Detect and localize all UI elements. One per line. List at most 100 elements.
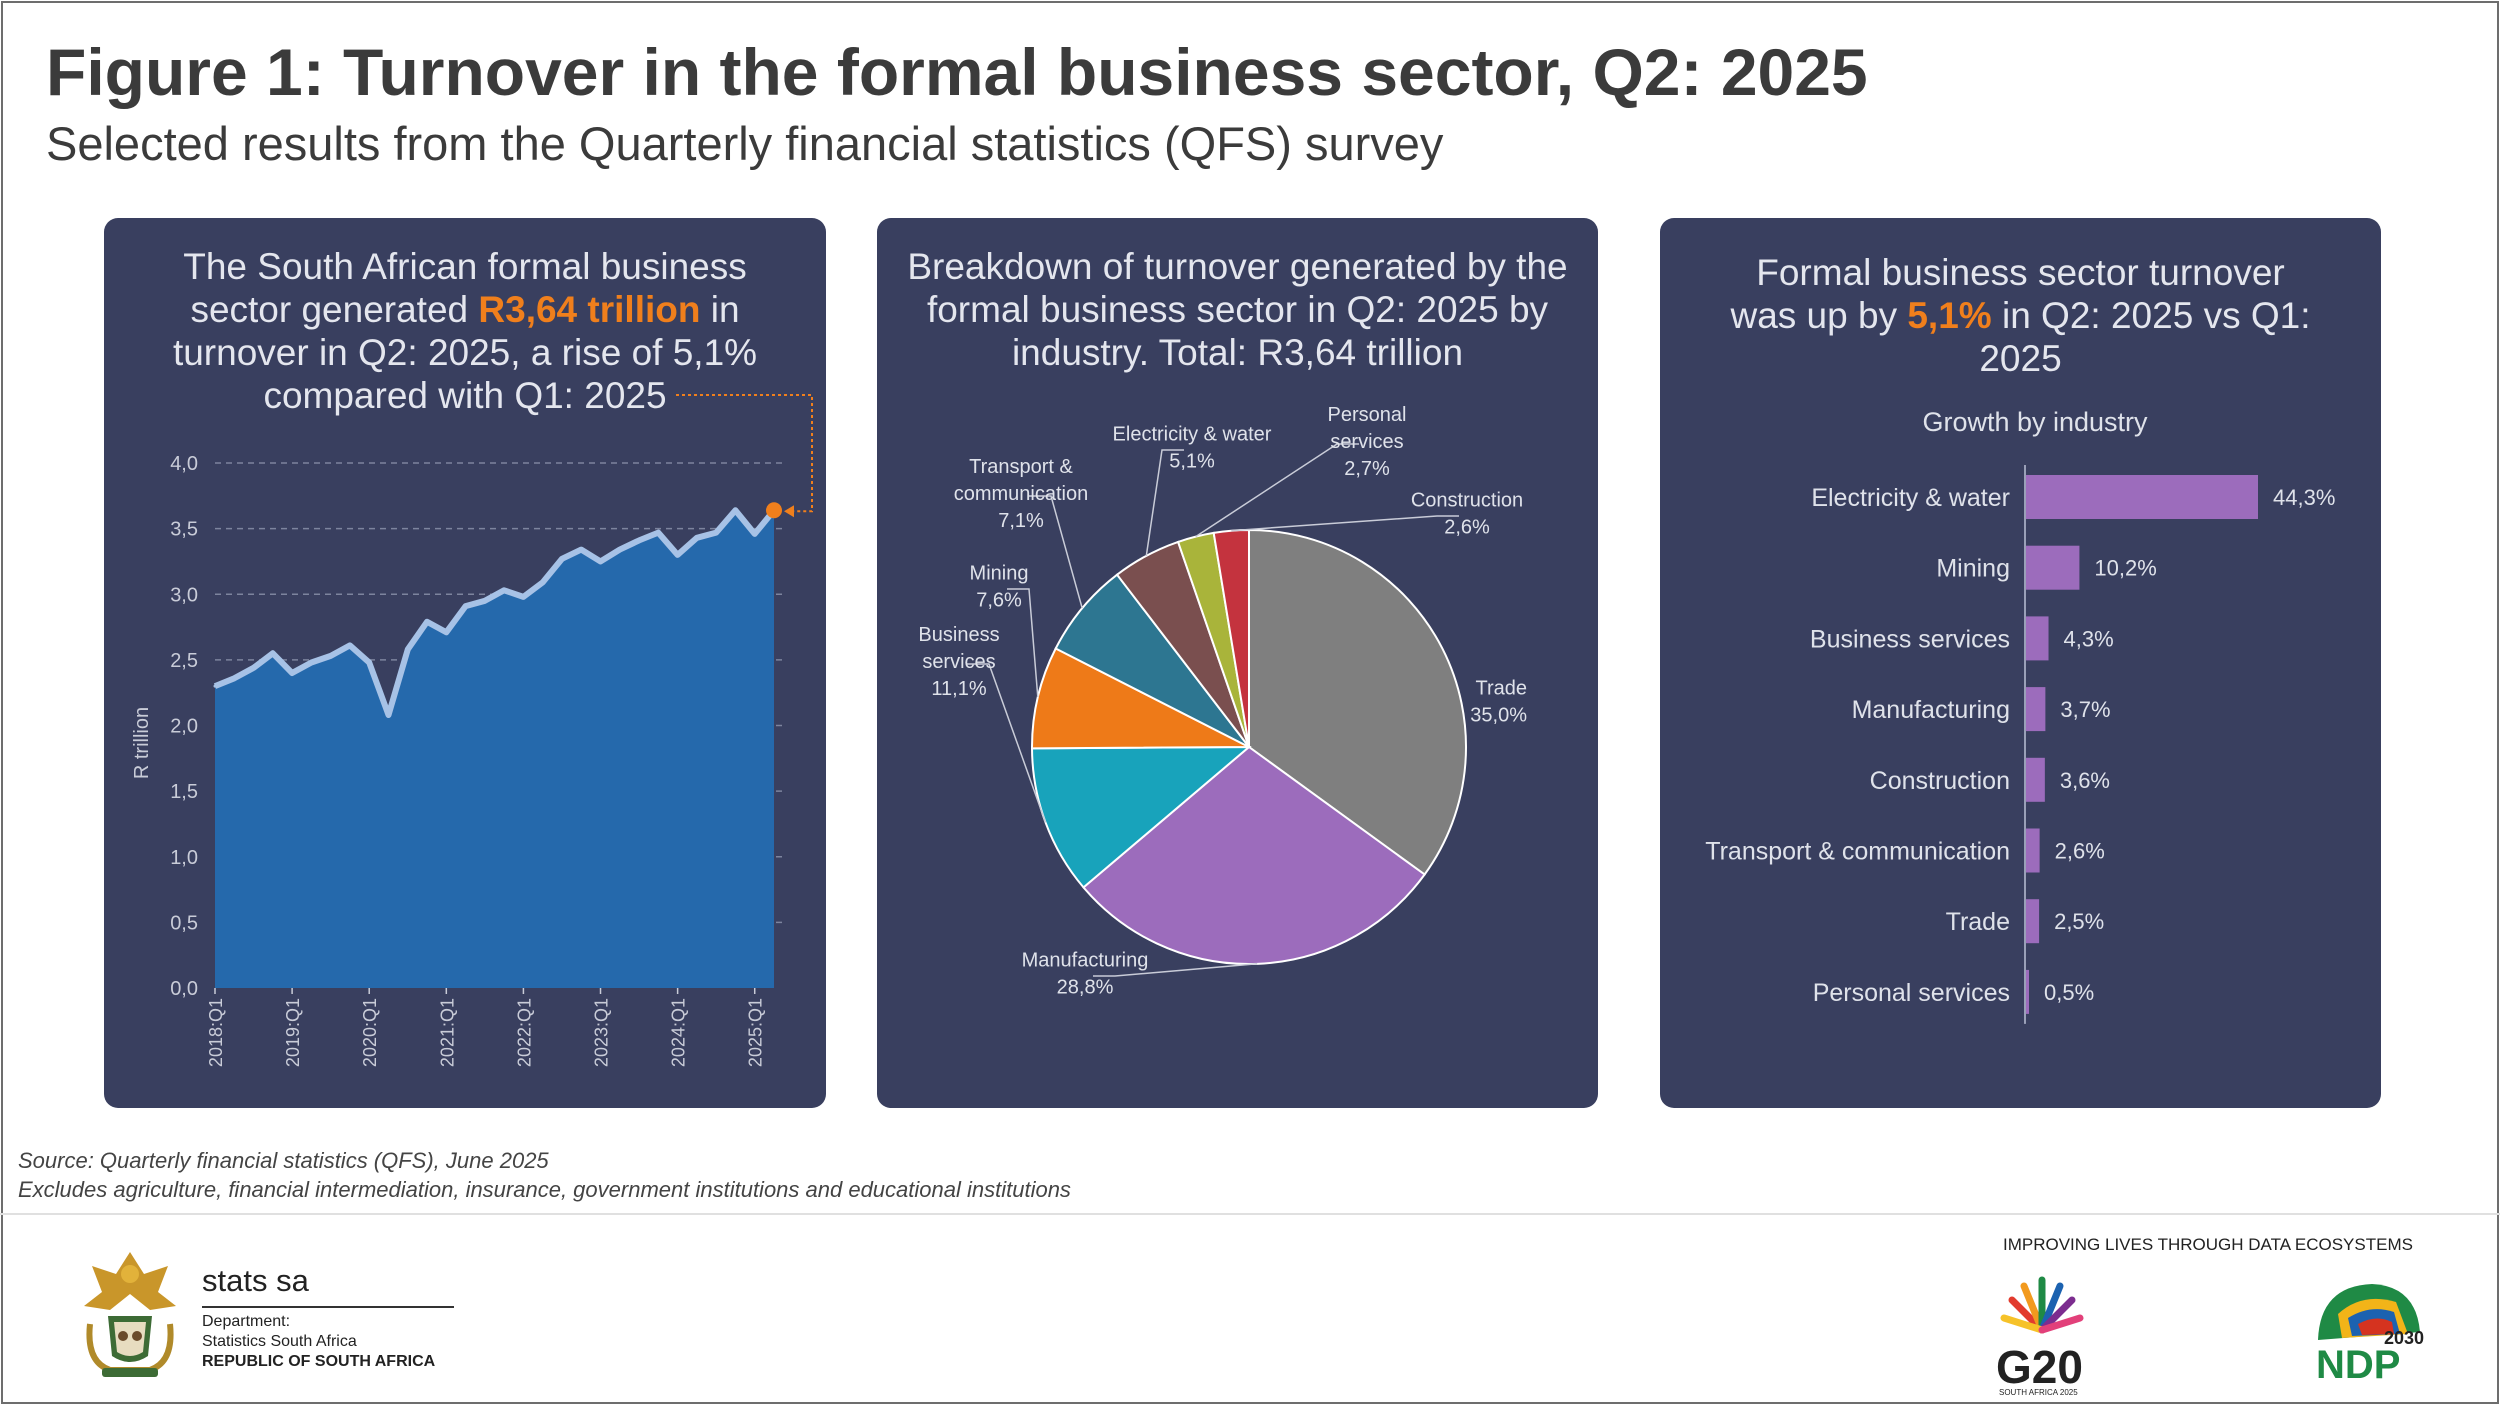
- pie-label-value: 35,0%: [1470, 705, 1527, 727]
- pie-label: Electricity & water 5,1%: [1113, 424, 1272, 473]
- data-point: [367, 661, 371, 664]
- pie-slice: [1248, 528, 1468, 876]
- y-tick-label: 1,0: [170, 847, 198, 869]
- pie-label-value: 28,8%: [1057, 977, 1114, 999]
- y-axis-label: R trillion: [131, 707, 153, 779]
- y-tick-label: 4,0: [170, 453, 198, 475]
- exclusions-note: Excludes agriculture, financial intermed…: [18, 1177, 1071, 1202]
- pie-label-name: services: [922, 651, 995, 673]
- data-point: [309, 661, 313, 664]
- pie-leader-line: [1093, 963, 1258, 977]
- bar-category-label: Construction: [1870, 767, 2010, 795]
- pie-label-value: 7,6%: [976, 590, 1022, 612]
- data-point: [502, 588, 506, 592]
- data-point: [733, 508, 737, 512]
- bar-category-label: Mining: [1936, 555, 2010, 583]
- pie-label-name: communication: [954, 483, 1089, 505]
- bar-category-label: Manufacturing: [1852, 696, 2010, 724]
- growth-bar: [2026, 828, 2040, 873]
- dept-line-1: Department:: [202, 1313, 291, 1330]
- growth-bar: [2026, 545, 2080, 590]
- y-tick-label: 1,5: [170, 781, 198, 803]
- pie-label: Trade 35,0%: [1470, 678, 1527, 727]
- data-point: [464, 604, 468, 608]
- bar-category-label: Personal services: [1813, 979, 2010, 1007]
- dept-line-3: REPUBLIC OF SOUTH AFRICA: [202, 1353, 436, 1370]
- pie-label-name: Electricity & water: [1113, 424, 1272, 446]
- pie-label-value: 5,1%: [1169, 451, 1215, 473]
- x-tick-label: 2024:Q1: [669, 998, 689, 1067]
- source-note: Source: Quarterly financial statistics (…: [18, 1148, 549, 1173]
- data-point: [599, 559, 603, 563]
- growth-panel: Formal business sector turnover was up b…: [1660, 218, 2381, 1108]
- ndp-red-shape: [2358, 1318, 2394, 1335]
- bar-category-label: Trade: [1946, 908, 2010, 936]
- growth-text-a: Formal business sector turnover was up b…: [1730, 252, 2285, 336]
- bar-value-label: 0,5%: [2044, 980, 2094, 1005]
- turnover-area: [215, 510, 774, 988]
- data-point: [348, 643, 352, 647]
- pie-label: Construction 2,6%: [1411, 490, 1523, 539]
- y-tick-label: 2,0: [170, 716, 198, 738]
- g20-subtitle: SOUTH AFRICA 2025: [1999, 1388, 2078, 1397]
- data-point: [290, 671, 294, 675]
- growth-bar: [2026, 475, 2258, 519]
- g20-logo-text: G20: [1996, 1341, 2083, 1393]
- data-point: [425, 620, 429, 624]
- pie-slice: [1030, 745, 1252, 889]
- turnover-headline: The South African formal business sector…: [104, 245, 826, 417]
- industry-pie-chart: Trade 35,0% Manufacturing 28,8% Business serv…: [918, 404, 1527, 999]
- data-point: [329, 654, 333, 658]
- pie-label-name: Construction: [1411, 490, 1523, 512]
- data-point: [483, 599, 487, 603]
- pie-label-name: Mining: [970, 563, 1029, 585]
- x-tick-label: 2019:Q1: [283, 998, 303, 1067]
- turnover-trend-panel: The South African formal business sector…: [104, 218, 826, 1108]
- turnover-line: [213, 507, 777, 718]
- y-tick-label: 3,0: [170, 584, 198, 606]
- pie-label-name: Transport &: [969, 456, 1073, 478]
- pie-label: Manufacturing 28,8%: [1022, 950, 1149, 999]
- bar-value-label: 3,7%: [2060, 697, 2110, 722]
- growth-highlight: 5,1%: [1907, 295, 1992, 336]
- growth-bar: [2026, 687, 2046, 732]
- ndp-2030-logo: 2030 NDP: [2316, 1284, 2424, 1382]
- x-tick-label: 2023:Q1: [592, 998, 612, 1067]
- pie-label-value: 2,6%: [1444, 517, 1490, 539]
- y-tick-label: 0,0: [170, 978, 198, 1000]
- data-point: [386, 713, 390, 717]
- department-label: Department: Statistics South Africa REPU…: [202, 1312, 435, 1372]
- pie-label: Mining 7,6%: [970, 563, 1029, 612]
- data-point: [695, 536, 699, 540]
- dept-line-2: Statistics South Africa: [202, 1333, 357, 1350]
- x-tick-label: 2018:Q1: [206, 998, 226, 1067]
- industry-breakdown-panel: Breakdown of turnover generated by the f…: [877, 218, 1598, 1108]
- pie-label: Business services 11,1%: [918, 624, 999, 700]
- y-tick-label: 3,5: [170, 519, 198, 541]
- pie-leader-line: [1231, 515, 1459, 532]
- y-tick-label: 0,5: [170, 912, 198, 934]
- turnover-area-chart: 0,0 0,5 1,0 1,5 2,0 2,5 3,0 3,5 4,0 R trillion 201…: [131, 394, 813, 1067]
- y-tick-label: 2,5: [170, 650, 198, 672]
- footer-divider: [0, 1213, 2500, 1215]
- coat-of-arms-icon: [84, 1252, 176, 1377]
- ndp-year: 2030: [2384, 1328, 2424, 1348]
- breakdown-headline: Breakdown of turnover generated by the f…: [907, 246, 1568, 373]
- data-point: [271, 651, 275, 655]
- latest-point-marker: [766, 502, 782, 519]
- x-tick-label: 2020:Q1: [360, 998, 380, 1067]
- headline-text-a: The South African formal business sector…: [183, 246, 747, 330]
- annotation-connector: [676, 394, 813, 513]
- bar-category-label: Business services: [1810, 625, 2010, 653]
- bar-value-label: 10,2%: [2094, 556, 2156, 581]
- growth-headline: Formal business sector turnover was up b…: [1660, 251, 2381, 380]
- data-point: [213, 684, 217, 688]
- bar-value-label: 2,6%: [2055, 839, 2105, 864]
- pie-leader-line: [967, 663, 1047, 823]
- bar-value-label: 2,5%: [2054, 909, 2104, 934]
- data-point: [406, 647, 410, 651]
- data-point: [714, 531, 718, 535]
- bar-value-label: 44,3%: [2273, 485, 2335, 510]
- data-point: [753, 532, 757, 536]
- stats-sa-brand: stats sa: [202, 1263, 309, 1298]
